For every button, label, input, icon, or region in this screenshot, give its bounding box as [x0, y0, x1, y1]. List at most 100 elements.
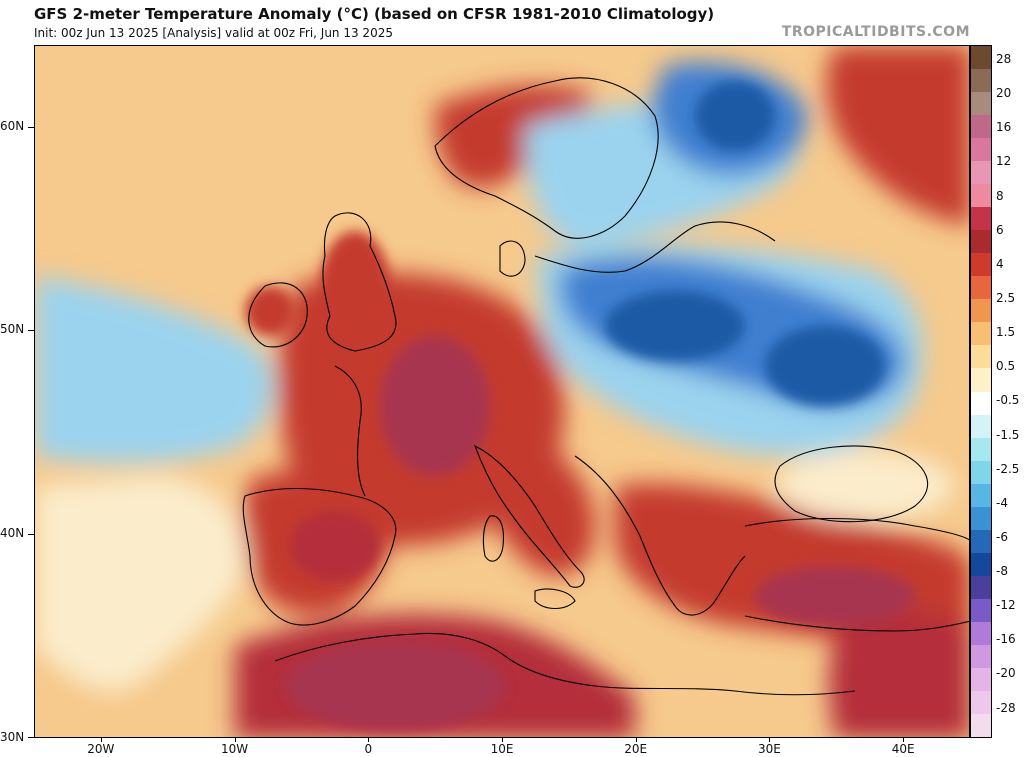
- atlantic-neutral-region: [35, 476, 247, 692]
- atlantic-cool-region: [35, 276, 273, 463]
- coastline-black-sea: [774, 445, 928, 523]
- colorbar-segment: [971, 690, 991, 715]
- ireland-warm-core: [245, 286, 295, 336]
- lon-tick-label: 20E: [624, 742, 648, 756]
- colorbar-segment: [971, 483, 991, 508]
- coastline-ireland: [248, 282, 308, 348]
- colorbar-segment: [971, 621, 991, 646]
- colorbar-segment: [971, 529, 991, 554]
- colorbar-tick-label: 16: [996, 120, 1012, 135]
- colorbar-segment: [971, 276, 991, 300]
- colorbar-segment: [971, 345, 991, 369]
- spain-hot-core: [290, 511, 380, 581]
- colorbar-segment: [971, 575, 991, 600]
- colorbar-segment: [971, 161, 991, 185]
- colorbar-segment: [971, 46, 991, 70]
- colorbar-segment: [971, 713, 991, 738]
- colorbar-segment: [971, 184, 991, 208]
- colorbar-segment: [971, 391, 991, 416]
- lon-tick-label: 20W: [87, 742, 115, 756]
- lat-tick-mark: [28, 534, 34, 536]
- colorbar-segment: [971, 667, 991, 692]
- colorbar-tick-label: 28: [996, 52, 1012, 66]
- coastline-italy: [473, 444, 585, 588]
- lon-tick-mark: [100, 738, 102, 742]
- lon-tick-mark: [234, 738, 236, 742]
- colorbar-tick-label: -16: [996, 632, 1016, 647]
- lat-tick-mark: [28, 126, 34, 128]
- colorbar-tick-label: 6: [996, 222, 1004, 237]
- coastline-north-africa: [274, 632, 856, 696]
- coastline-great-britain: [322, 212, 397, 352]
- italy-warm: [463, 423, 596, 577]
- lon-tick-mark: [502, 738, 503, 742]
- colorbar-segment: [971, 552, 991, 577]
- norway-coast-warm: [435, 85, 595, 188]
- coastline-france: [334, 365, 366, 497]
- lat-tick-mark: [28, 737, 34, 738]
- lat-tick-label: 60N: [0, 118, 25, 133]
- colorbar-segment: [971, 460, 991, 485]
- coastline-denmark: [499, 240, 526, 277]
- colorbar-tick-label: -8: [996, 564, 1008, 579]
- colorbar-tick-label: -1.5: [996, 427, 1020, 442]
- colorbar-segment: [971, 437, 991, 462]
- colorbar-segment: [971, 230, 991, 254]
- temperature-colorbar: [970, 45, 992, 738]
- lon-tick-label: 30E: [757, 742, 781, 756]
- colorbar-tick-label: -12: [996, 598, 1016, 613]
- colorbar-tick-label: 1.5: [996, 325, 1016, 340]
- lat-tick-label: 40N: [0, 526, 25, 541]
- lon-tick-mark: [368, 738, 370, 742]
- colorbar-segment: [971, 253, 991, 277]
- coastline-baltic: [534, 221, 776, 273]
- uk-warm-core: [320, 231, 390, 341]
- colorbar-tick-label: -4: [996, 495, 1008, 510]
- coastline-turkey-south: [744, 615, 969, 632]
- colorbar-tick-label: -20: [996, 666, 1016, 681]
- anomaly-map: [34, 45, 970, 738]
- coastline-sicily: [534, 588, 576, 610]
- lon-tick-label: 10W: [220, 742, 249, 756]
- map-title: GFS 2-meter Temperature Anomaly (°C) (ba…: [34, 5, 715, 23]
- coastline-sardinia: [482, 515, 504, 562]
- colorbar-segment: [971, 299, 991, 323]
- lon-tick-mark: [635, 738, 637, 742]
- france-hot-core: [380, 336, 490, 476]
- coastline-scandinavia: [434, 77, 659, 239]
- lon-tick-mark: [903, 738, 905, 742]
- middle-east-hot: [829, 606, 969, 737]
- coastlines: [242, 77, 969, 696]
- colorbar-segment: [971, 368, 991, 392]
- colorbar-tick-label: 2.5: [996, 290, 1016, 305]
- colorbar-segment: [971, 69, 991, 93]
- turkey-extreme-core: [755, 566, 915, 626]
- lon-tick-mark: [769, 738, 771, 742]
- colorbar-tick-label: -2.5: [996, 461, 1020, 476]
- colorbar-tick-label: 8: [996, 188, 1004, 203]
- colorbar-tick-label: 12: [996, 154, 1012, 169]
- ukraine-very-cold-core: [765, 326, 885, 406]
- colorbar-segment: [971, 414, 991, 439]
- coastline-balkans: [574, 455, 746, 616]
- colorbar-tick-label: -28: [996, 700, 1016, 715]
- colorbar-segment: [971, 322, 991, 346]
- colorbar-tick-label: 0.5: [996, 359, 1016, 374]
- coastline-turkey: [744, 517, 969, 541]
- colorbar-tick-label: 20: [996, 86, 1012, 101]
- lon-tick-label: 10E: [490, 742, 514, 756]
- colorbar-segment: [971, 115, 991, 139]
- sahara-extreme-core: [285, 641, 505, 731]
- lat-tick-label: 30N: [0, 730, 25, 744]
- poland-very-cold-core: [605, 291, 745, 361]
- russia-ne-warm: [826, 46, 969, 226]
- colorbar-tick-label: 4: [996, 256, 1004, 271]
- finland-very-cold-core: [695, 81, 775, 151]
- colorbar-segment: [971, 138, 991, 162]
- coastline-iberia: [242, 488, 397, 626]
- lat-tick-mark: [28, 330, 34, 332]
- lon-tick-label: 0: [364, 742, 373, 756]
- colorbar-tick-label: -6: [996, 529, 1008, 544]
- source-watermark: TROPICALTIDBITS.COM: [781, 24, 970, 40]
- colorbar-segment: [971, 92, 991, 116]
